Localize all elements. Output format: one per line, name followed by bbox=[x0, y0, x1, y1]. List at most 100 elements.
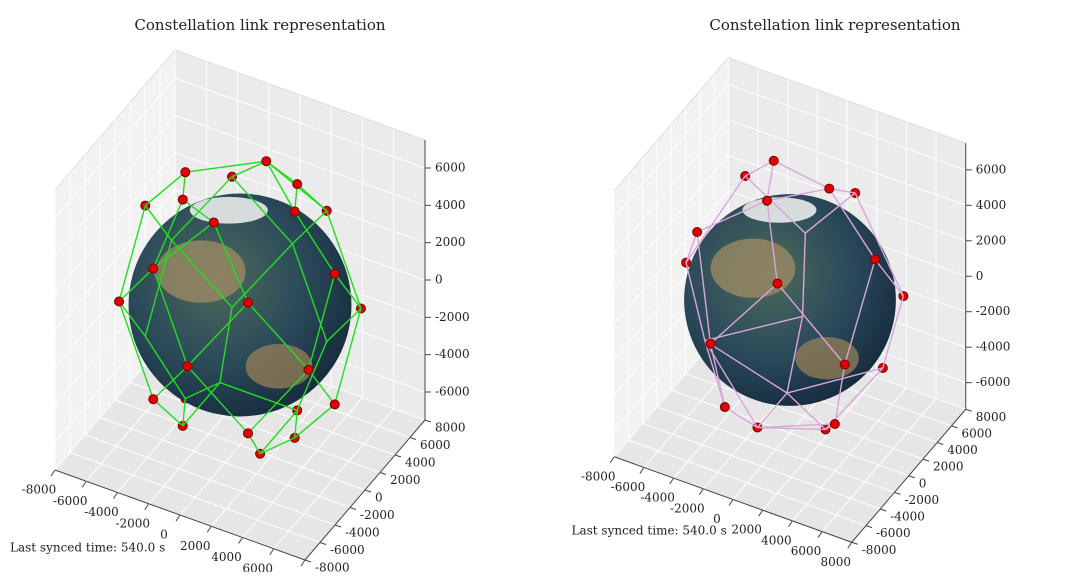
y-tick-label: 0 bbox=[919, 476, 927, 490]
x-tick-label: -2000 bbox=[670, 501, 705, 515]
tick-mark bbox=[866, 526, 872, 528]
satellite bbox=[290, 207, 299, 216]
y-tick-label: -2000 bbox=[360, 508, 395, 522]
z-tick-label: 4000 bbox=[435, 198, 466, 212]
land bbox=[190, 197, 268, 224]
satellite bbox=[706, 339, 715, 348]
x-tick-label: 6000 bbox=[242, 561, 273, 572]
satellite bbox=[330, 400, 339, 409]
satellite bbox=[243, 429, 252, 438]
satellite bbox=[773, 279, 782, 288]
x-tick-label: -8000 bbox=[22, 483, 57, 497]
tick-mark bbox=[909, 476, 915, 478]
subplot: -8000-6000-4000-200002000400060008000-80… bbox=[572, 16, 1011, 569]
satellite bbox=[304, 365, 313, 374]
y-tick-label: -2000 bbox=[905, 493, 940, 507]
tick-mark bbox=[966, 409, 972, 411]
satellite bbox=[262, 157, 271, 166]
z-tick-label: -2000 bbox=[976, 304, 1011, 318]
satellite bbox=[243, 298, 252, 307]
y-tick-label: 8000 bbox=[976, 410, 1007, 424]
tick-mark bbox=[818, 532, 822, 538]
y-tick-label: -6000 bbox=[330, 543, 365, 557]
satellite bbox=[149, 264, 158, 273]
tick-mark bbox=[729, 500, 733, 506]
satellite bbox=[693, 228, 702, 237]
x-tick-label: 4000 bbox=[211, 550, 242, 564]
tick-mark bbox=[239, 538, 243, 544]
tick-mark bbox=[670, 478, 674, 484]
chart-title: Constellation link representation bbox=[134, 16, 385, 34]
y-tick-label: 0 bbox=[375, 491, 383, 505]
y-tick-label: -8000 bbox=[315, 561, 350, 573]
z-tick-label: 0 bbox=[435, 273, 443, 287]
tick-mark bbox=[51, 470, 55, 476]
y-tick-label: 6000 bbox=[420, 438, 451, 452]
chart-title: Constellation link representation bbox=[709, 16, 960, 34]
x-tick-label: 4000 bbox=[761, 533, 792, 547]
tick-mark bbox=[335, 525, 341, 527]
tick-mark bbox=[699, 489, 703, 495]
x-tick-label: 2000 bbox=[731, 523, 762, 537]
tick-mark bbox=[176, 515, 180, 521]
satellite bbox=[178, 195, 187, 204]
y-tick-label: -4000 bbox=[345, 526, 380, 540]
satellite bbox=[830, 420, 839, 429]
satellite bbox=[183, 362, 192, 371]
satellite bbox=[209, 218, 218, 227]
tick-mark bbox=[365, 490, 371, 492]
tick-mark bbox=[320, 543, 326, 545]
tick-mark bbox=[301, 560, 305, 566]
tick-mark bbox=[937, 443, 943, 445]
x-tick-label: 6000 bbox=[791, 544, 822, 558]
x-tick-label: 8000 bbox=[820, 555, 851, 569]
z-tick-label: -4000 bbox=[976, 340, 1011, 354]
z-tick-label: -6000 bbox=[435, 385, 470, 399]
annotation: Last synced time: 540.0 s bbox=[572, 523, 727, 537]
tick-mark bbox=[759, 510, 763, 516]
satellite bbox=[293, 180, 302, 189]
y-tick-label: 4000 bbox=[405, 456, 436, 470]
tick-mark bbox=[145, 504, 149, 510]
y-tick-label: 6000 bbox=[962, 426, 993, 440]
satellite bbox=[149, 395, 158, 404]
satellite bbox=[840, 360, 849, 369]
tick-mark bbox=[640, 467, 644, 473]
satellite bbox=[871, 255, 880, 264]
z-tick-label: -2000 bbox=[435, 310, 470, 324]
y-tick-label: -4000 bbox=[890, 510, 925, 524]
land bbox=[742, 197, 816, 222]
z-tick-label: 2000 bbox=[976, 233, 1007, 247]
y-tick-label: 2000 bbox=[390, 473, 421, 487]
satellite bbox=[825, 184, 834, 193]
tick-mark bbox=[410, 438, 416, 440]
subplot: -8000-6000-4000-200002000400060008000-80… bbox=[10, 16, 470, 572]
x-tick-label: 0 bbox=[160, 528, 168, 542]
x-tick-label: 2000 bbox=[180, 539, 211, 553]
tick-mark bbox=[425, 420, 431, 422]
y-tick-label: 2000 bbox=[933, 460, 964, 474]
tick-mark bbox=[952, 426, 958, 428]
tick-mark bbox=[395, 455, 401, 457]
figure: -8000-6000-4000-200002000400060008000-80… bbox=[0, 0, 1092, 572]
y-tick-label: 4000 bbox=[947, 443, 978, 457]
annotation: Last synced time: 540.0 s bbox=[10, 541, 165, 555]
satellite bbox=[769, 156, 778, 165]
z-tick-label: 2000 bbox=[435, 235, 466, 249]
satellite bbox=[330, 269, 339, 278]
y-tick-label: 8000 bbox=[435, 421, 466, 435]
tick-mark bbox=[788, 521, 792, 527]
x-tick-label: -4000 bbox=[84, 505, 119, 519]
tick-mark bbox=[848, 542, 852, 548]
x-tick-label: -2000 bbox=[115, 516, 150, 530]
satellite bbox=[720, 403, 729, 412]
land bbox=[246, 344, 313, 389]
y-tick-label: -8000 bbox=[862, 543, 897, 557]
tick-mark bbox=[852, 542, 858, 544]
z-tick-label: 4000 bbox=[976, 198, 1007, 212]
tick-mark bbox=[380, 473, 386, 475]
z-tick-label: -4000 bbox=[435, 347, 470, 361]
z-tick-label: 6000 bbox=[976, 162, 1007, 176]
land bbox=[156, 240, 245, 302]
tick-mark bbox=[895, 492, 901, 494]
